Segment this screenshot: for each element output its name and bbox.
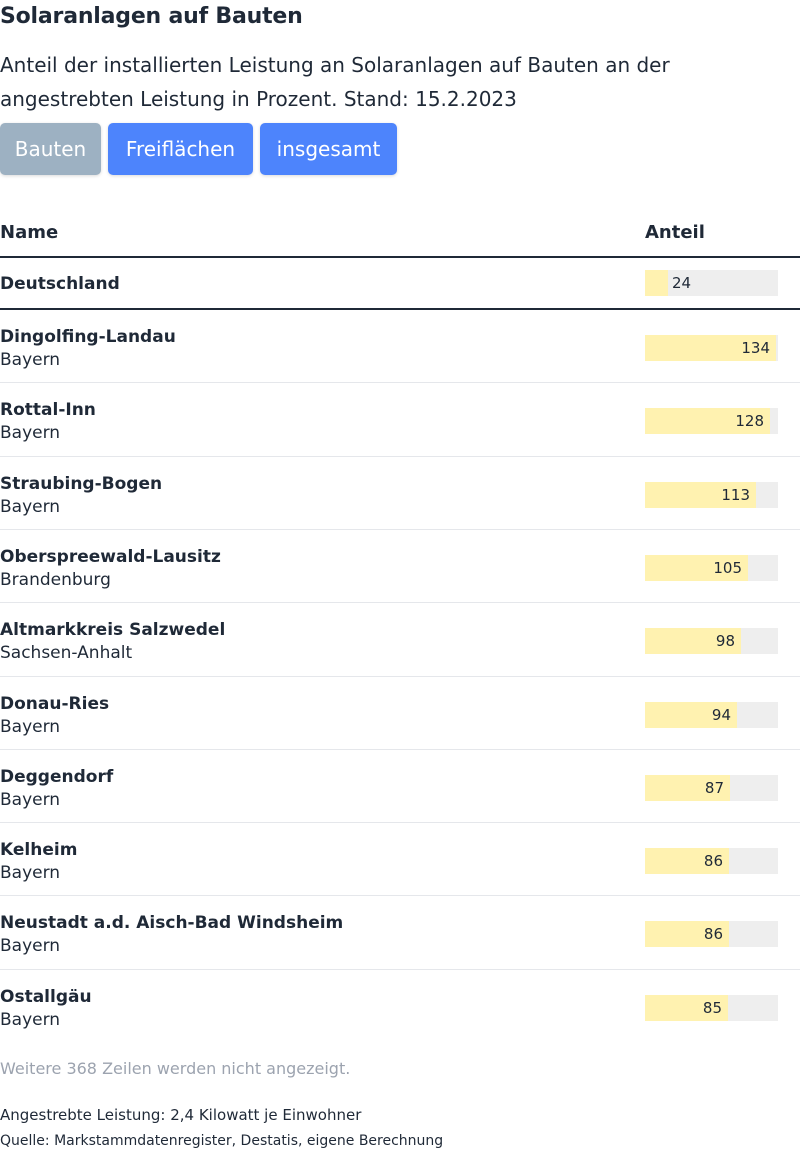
row-name: Straubing-Bogen xyxy=(0,474,163,494)
more-rows-note: Weitere 368 Zeilen werden nicht angezeig… xyxy=(0,1059,351,1078)
row-state: Sachsen-Anhalt xyxy=(0,643,133,663)
bar-track: 105 xyxy=(645,555,778,581)
row-divider xyxy=(0,749,800,750)
table-row: Straubing-Bogen Bayern 113 xyxy=(0,457,800,530)
bar-fill xyxy=(645,335,776,361)
row-divider xyxy=(0,822,800,823)
bar-value-label: 134 xyxy=(741,339,770,357)
bar-track: 134 xyxy=(645,335,778,361)
row-state: Bayern xyxy=(0,497,61,517)
row-divider xyxy=(0,602,800,603)
table-row: Altmarkkreis Salzwedel Sachsen-Anhalt 98 xyxy=(0,603,800,676)
filter-button-bauten[interactable]: Bauten xyxy=(0,123,101,175)
table-row: Deggendorf Bayern 87 xyxy=(0,750,800,823)
bar-fill xyxy=(645,848,729,874)
bar-fill xyxy=(645,628,741,654)
bar-track: 24 xyxy=(645,270,778,296)
bar-fill xyxy=(645,482,756,508)
page-title: Solaranlagen auf Bauten xyxy=(0,4,303,29)
table-row: Neustadt a.d. Aisch-Bad Windsheim Bayern 8… xyxy=(0,896,800,969)
bar-fill xyxy=(645,408,770,434)
bar-fill xyxy=(645,995,728,1021)
row-state: Bayern xyxy=(0,717,61,737)
row-name: Rottal-Inn xyxy=(0,400,96,420)
bar-track: 94 xyxy=(645,702,778,728)
source-note: Quelle: Markstammdatenregister, Destatis… xyxy=(0,1133,444,1149)
row-name: Dingolfing-Landau xyxy=(0,327,176,347)
bar-fill xyxy=(645,702,737,728)
bar-fill xyxy=(645,921,729,947)
table-row: Oberspreewald-Lausitz Brandenburg 105 xyxy=(0,530,800,603)
bar-fill xyxy=(645,775,730,801)
row-name: Donau-Ries xyxy=(0,694,110,714)
row-state: Bayern xyxy=(0,790,61,810)
row-name: Kelheim xyxy=(0,840,78,860)
bar-value-label: 113 xyxy=(721,486,750,504)
subtitle-line-1: Anteil der installierten Leistung an Sol… xyxy=(0,53,670,77)
row-name: Deutschland xyxy=(0,274,120,294)
row-name: Neustadt a.d. Aisch-Bad Windsheim xyxy=(0,913,344,933)
bar-value-label: 86 xyxy=(703,925,723,943)
row-name: Oberspreewald-Lausitz xyxy=(0,547,221,567)
summary-row: Deutschland 24 xyxy=(0,258,800,308)
row-name: Deggendorf xyxy=(0,767,114,787)
bar-track: 98 xyxy=(645,628,778,654)
row-divider xyxy=(0,529,800,530)
bar-track: 85 xyxy=(645,995,778,1021)
summary-divider xyxy=(0,308,800,310)
bar-value-label: 87 xyxy=(704,779,724,797)
bar-fill xyxy=(645,555,748,581)
table-row: Dingolfing-Landau Bayern 134 xyxy=(0,310,800,383)
bar-track: 87 xyxy=(645,775,778,801)
filter-button-insgesamt[interactable]: insgesamt xyxy=(260,123,397,175)
row-divider xyxy=(0,382,800,383)
filter-button-freiflaechen[interactable]: Freiflächen xyxy=(108,123,253,175)
column-header-share[interactable]: Anteil xyxy=(645,222,705,243)
row-state: Bayern xyxy=(0,936,61,956)
bar-fill xyxy=(645,270,668,296)
row-state: Bayern xyxy=(0,863,61,883)
bar-value-label: 86 xyxy=(703,852,723,870)
bar-value-label: 128 xyxy=(735,412,764,430)
row-name: Ostallgäu xyxy=(0,987,92,1007)
row-divider xyxy=(0,895,800,896)
bar-value-label: 24 xyxy=(672,274,692,292)
bar-value-label: 85 xyxy=(702,999,722,1017)
table-row: Kelheim Bayern 86 xyxy=(0,823,800,896)
row-divider xyxy=(0,969,800,970)
header-divider xyxy=(0,256,800,258)
table-row: Ostallgäu Bayern 85 xyxy=(0,970,800,1043)
row-name: Altmarkkreis Salzwedel xyxy=(0,620,226,640)
row-state: Bayern xyxy=(0,350,61,370)
row-state: Bayern xyxy=(0,423,61,443)
bar-value-label: 94 xyxy=(711,706,731,724)
bar-track: 86 xyxy=(645,848,778,874)
subtitle-line-2: angestrebten Leistung in Prozent. Stand:… xyxy=(0,87,517,111)
column-header-name[interactable]: Name xyxy=(0,222,59,243)
row-state: Brandenburg xyxy=(0,570,111,590)
row-divider xyxy=(0,456,800,457)
bar-track: 113 xyxy=(645,482,778,508)
target-note: Angestrebte Leistung: 2,4 Kilowatt je Ei… xyxy=(0,1106,362,1124)
bar-value-label: 98 xyxy=(715,632,735,650)
table-row: Donau-Ries Bayern 94 xyxy=(0,677,800,750)
page-subtitle: Anteil der installierten Leistung an Sol… xyxy=(0,48,800,116)
bar-value-label: 105 xyxy=(713,559,742,577)
row-divider xyxy=(0,676,800,677)
bar-track: 128 xyxy=(645,408,778,434)
row-state: Bayern xyxy=(0,1010,61,1030)
bar-track: 86 xyxy=(645,921,778,947)
table-row: Rottal-Inn Bayern 128 xyxy=(0,383,800,456)
